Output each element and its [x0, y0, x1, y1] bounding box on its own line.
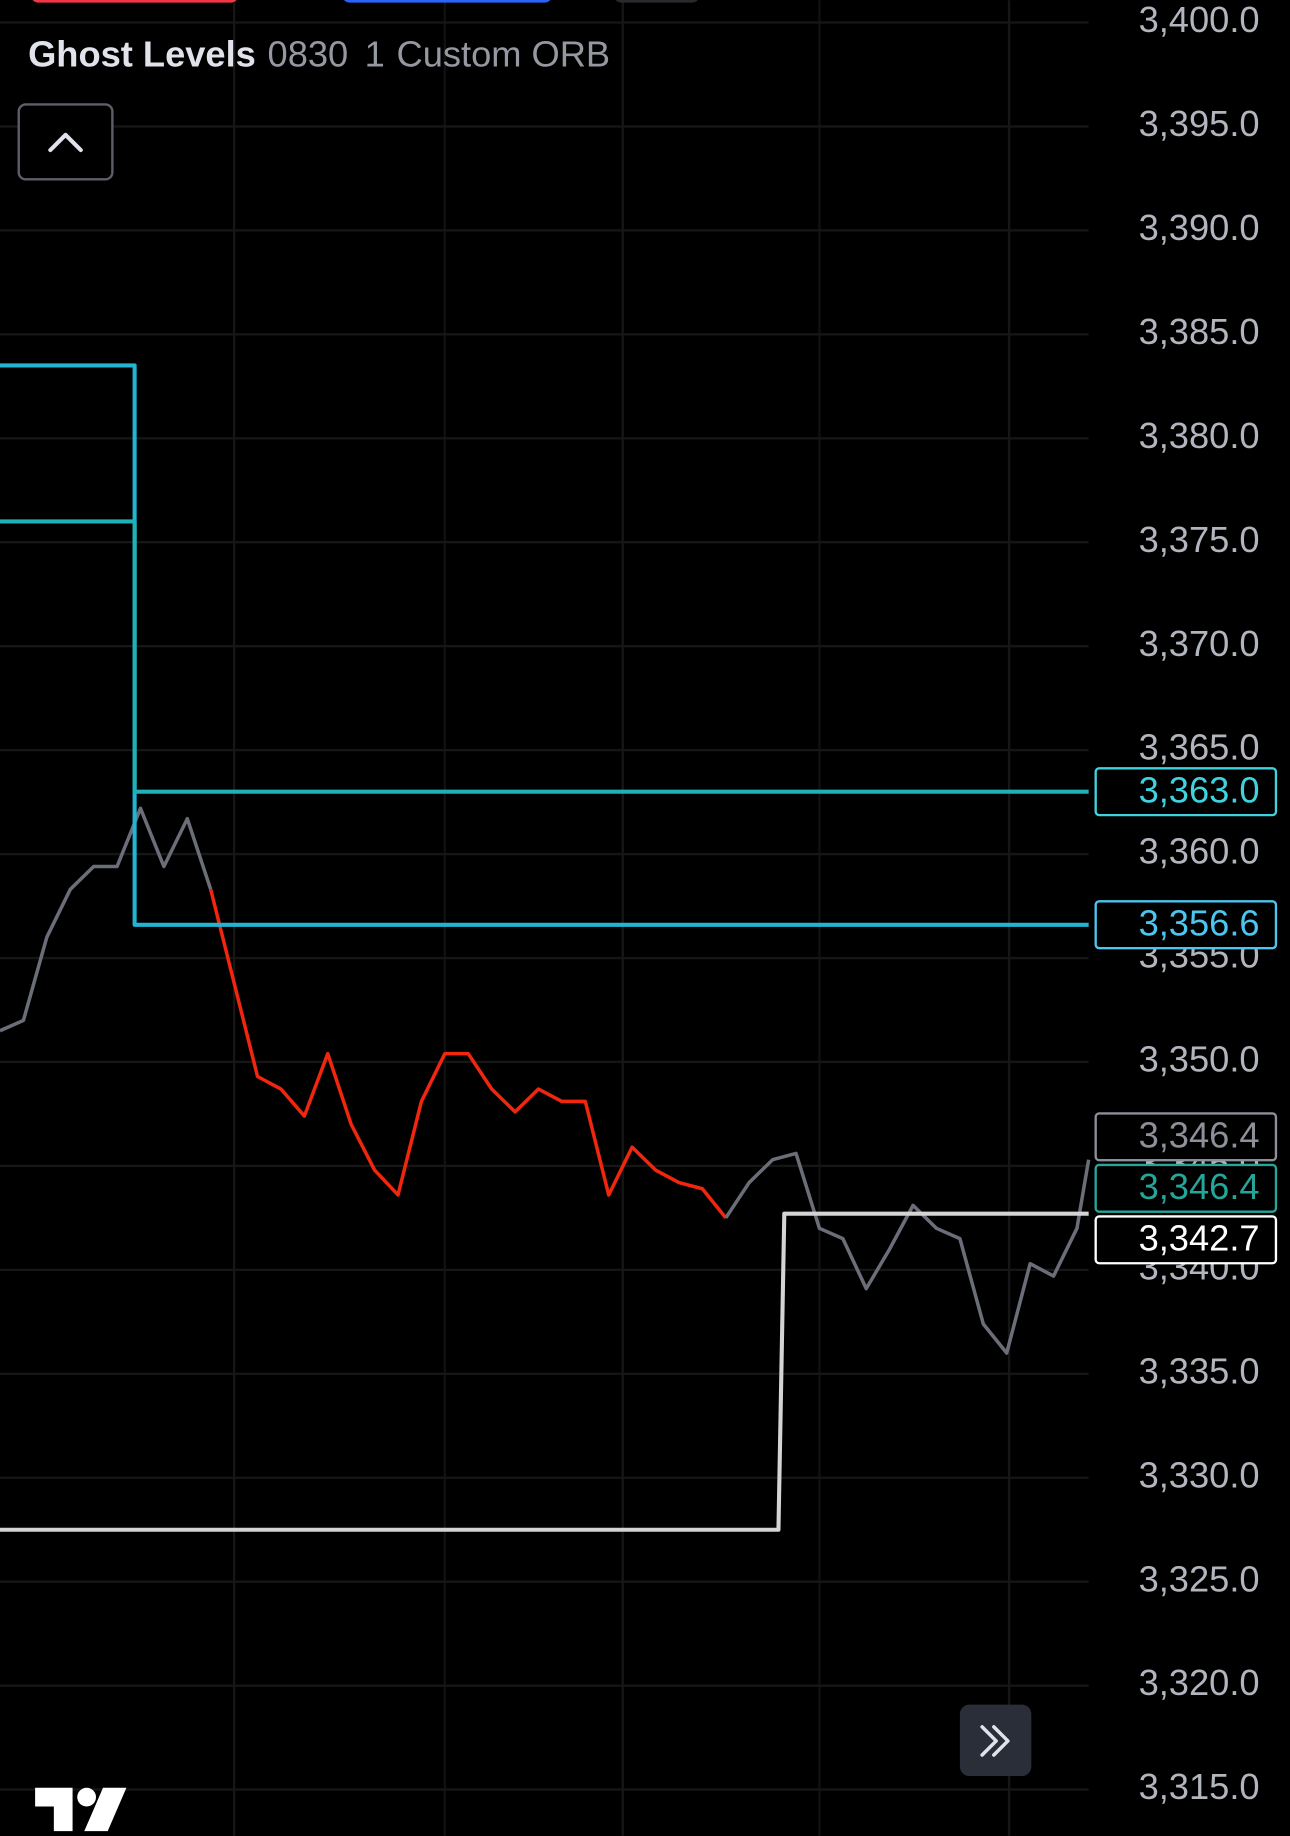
y-tick-label: 3,330.0 [1139, 1454, 1260, 1495]
indicator-pill[interactable] [342, 0, 553, 3]
price-label: 3,346.4 [1139, 1166, 1260, 1207]
tradingview-logo [35, 1787, 127, 1832]
series-line [209, 889, 728, 1220]
indicator-title: Ghost Levels [28, 33, 256, 74]
y-tick-label: 3,315.0 [1139, 1766, 1260, 1807]
price-axis: 3,400.0 3,395.0 3,390.0 3,385.0 3,380.0 3,375… [1094, 0, 1278, 1807]
indicator-pill[interactable] [30, 0, 238, 3]
collapse-button[interactable] [17, 103, 114, 181]
y-tick-label: 3,360.0 [1139, 831, 1260, 872]
indicator-pill[interactable] [613, 0, 700, 3]
legend: Ghost Levels 0830 1 Custom ORB [28, 33, 610, 74]
price-label: 3,356.6 [1139, 903, 1260, 944]
series-line [0, 806, 213, 1033]
logo-part [84, 1787, 127, 1832]
logo-part [35, 1787, 73, 1832]
price-label: 3,342.7 [1139, 1218, 1260, 1259]
price-label-box [1094, 900, 1278, 950]
price-label-box [1094, 1112, 1278, 1162]
legend-value: 1 [365, 33, 385, 74]
y-tick-label: 3,400.0 [1139, 0, 1260, 40]
y-tick-label: 3,390.0 [1139, 207, 1260, 248]
y-tick-label: 3,395.0 [1139, 103, 1260, 144]
y-tick-label: 3,380.0 [1139, 415, 1260, 456]
y-tick-label: 3,385.0 [1139, 311, 1260, 352]
series-line [0, 1211, 1089, 1532]
series-line [724, 1151, 1091, 1355]
legend-value: 0830 [268, 33, 349, 74]
legend-value: Custom ORB [397, 33, 611, 74]
y-tick-label: 3,335.0 [1139, 1350, 1260, 1391]
y-tick-label: 3,350.0 [1139, 1039, 1260, 1080]
series-line [0, 519, 1089, 794]
price-label-box [1094, 1163, 1278, 1213]
chevron-right [980, 1725, 998, 1757]
chevron-up [48, 132, 83, 153]
price-label: 3,346.4 [1139, 1115, 1260, 1156]
y-tick-label: 3,375.0 [1139, 519, 1260, 560]
chevron-right [992, 1725, 1010, 1757]
scroll-right-button[interactable] [959, 1704, 1032, 1777]
price-label-box [1094, 767, 1278, 817]
collapse-button-box[interactable] [17, 103, 114, 181]
price-label-box [1094, 1215, 1278, 1265]
y-tick-label: 3,325.0 [1139, 1558, 1260, 1599]
y-tick-label: 3,365.0 [1139, 727, 1260, 768]
plot [0, 363, 1091, 1532]
logo-part [77, 1787, 96, 1807]
y-tick-label: 3,320.0 [1139, 1662, 1260, 1703]
y-tick-label: 3,370.0 [1139, 623, 1260, 664]
grid [0, 21, 1089, 1791]
price-label: 3,363.0 [1139, 769, 1260, 810]
